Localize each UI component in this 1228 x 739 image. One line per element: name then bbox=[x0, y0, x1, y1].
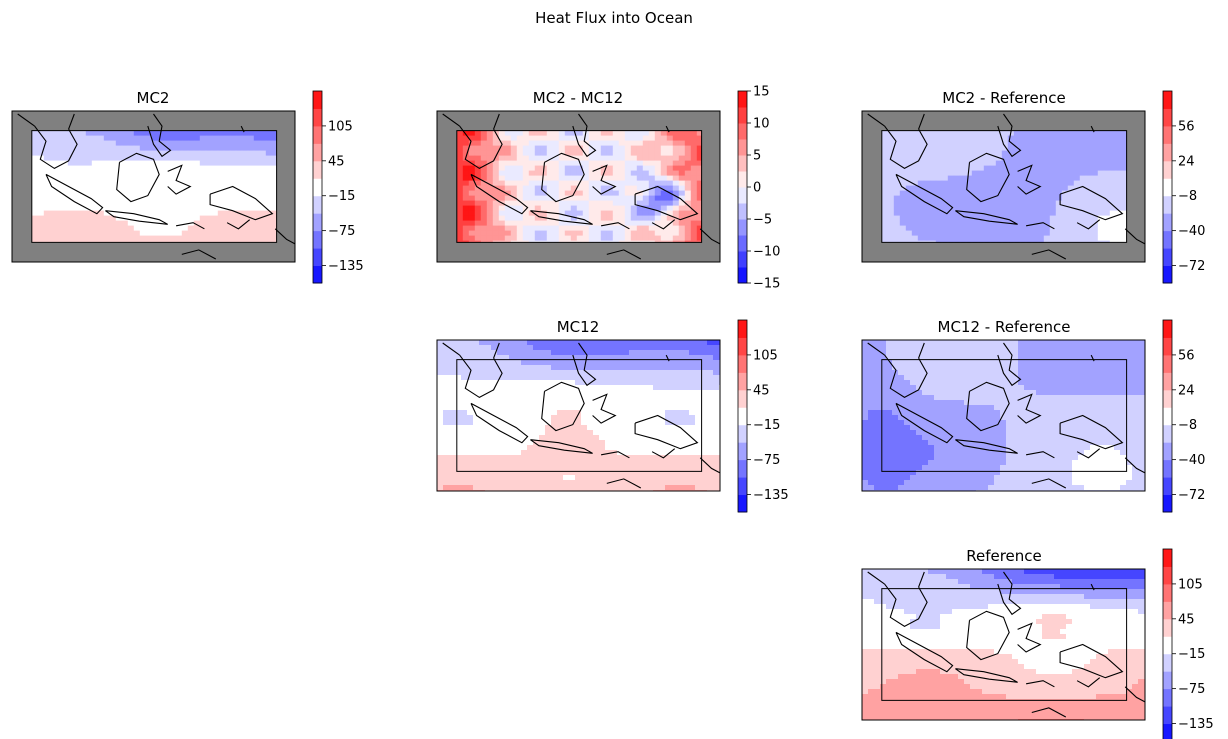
mc2-panel: MC2 105 45 −15 −75 −135 bbox=[11, 89, 364, 284]
mc2-colorbar-tick: −15 bbox=[328, 189, 355, 204]
reference-colorbar-tick: −75 bbox=[1178, 682, 1205, 697]
reference-colorbar-tick: −135 bbox=[1178, 717, 1214, 732]
mc12-reference-colorbar-tick: −72 bbox=[1178, 488, 1205, 503]
mc2-colorbar: 105 45 −15 −75 −135 bbox=[312, 90, 364, 284]
mc2-mc12-colorbar-tick: −10 bbox=[753, 245, 780, 260]
mc12-colorbar-tick: −135 bbox=[753, 488, 789, 503]
mc12-colorbar-tick: 45 bbox=[753, 383, 770, 398]
reference-title: Reference bbox=[966, 547, 1042, 565]
reference-map bbox=[862, 569, 1145, 720]
mc12-reference-map bbox=[862, 340, 1145, 491]
mc2-mc12-colorbar-tick: 10 bbox=[753, 117, 770, 132]
reference-colorbar: 105 45 −15 −75 −135 bbox=[1162, 548, 1214, 739]
mc2-reference-map bbox=[862, 111, 1145, 262]
reference-colorbar-tick: −15 bbox=[1178, 647, 1205, 662]
mc2-reference-colorbar-tick: 56 bbox=[1178, 119, 1195, 134]
reference-domain-box bbox=[881, 588, 1128, 701]
mc2-reference-domain-box bbox=[881, 130, 1128, 243]
mc12-colorbar-tick: 105 bbox=[753, 348, 778, 363]
mc2-mc12-colorbar-tick: 5 bbox=[753, 149, 761, 164]
mc12-reference-colorbar: 56 24 −8 −40 −72 bbox=[1162, 319, 1205, 513]
mc12-reference-colorbar-tick: −8 bbox=[1178, 418, 1197, 433]
mc2-colorbar-tick: −135 bbox=[328, 259, 364, 274]
mc12-colorbar-tick: −15 bbox=[753, 418, 780, 433]
mc2-domain-box bbox=[31, 130, 278, 243]
reference-colorbar-tick: 105 bbox=[1178, 577, 1203, 592]
mc2-mc12-panel: MC2 - MC12 15 10 5 0 −5 −10 −15 bbox=[436, 85, 780, 292]
mc2-reference-colorbar-tick: −72 bbox=[1178, 259, 1205, 274]
mc2-mc12-domain-box bbox=[456, 130, 703, 243]
mc2-reference-panel: MC2 - Reference 56 24 −8 −40 −72 bbox=[861, 89, 1205, 284]
mc2-reference-colorbar-tick: −8 bbox=[1178, 189, 1197, 204]
mc12-map bbox=[437, 340, 720, 491]
mc2-colorbar-tick: −75 bbox=[328, 224, 355, 239]
mc2-colorbar-tick: 105 bbox=[328, 119, 353, 134]
mc2-colorbar-tick: 45 bbox=[328, 154, 345, 169]
mc2-reference-colorbar-tick: −40 bbox=[1178, 224, 1205, 239]
mc12-colorbar-tick: −75 bbox=[753, 453, 780, 468]
mc2-mc12-title: MC2 - MC12 bbox=[533, 89, 623, 107]
mc12-panel: MC12 105 45 −15 −75 −135 bbox=[436, 318, 789, 513]
mc2-reference-colorbar: 56 24 −8 −40 −72 bbox=[1162, 90, 1205, 284]
mc2-mc12-colorbar-tick: 0 bbox=[753, 181, 761, 196]
mc12-reference-colorbar-tick: 24 bbox=[1178, 383, 1195, 398]
mc12-domain-box bbox=[456, 359, 703, 472]
mc2-mc12-colorbar-tick: 15 bbox=[753, 85, 770, 100]
mc12-reference-colorbar-tick: −40 bbox=[1178, 453, 1205, 468]
figure-title: Heat Flux into Ocean bbox=[535, 9, 693, 27]
mc2-reference-colorbar-tick: 24 bbox=[1178, 154, 1195, 169]
mc12-reference-colorbar-tick: 56 bbox=[1178, 348, 1195, 363]
mc2-mc12-colorbar: 15 10 5 0 −5 −10 −15 bbox=[737, 85, 780, 292]
mc2-mc12-colorbar-tick: −5 bbox=[753, 213, 772, 228]
mc12-reference-panel: MC12 - Reference 56 24 −8 −40 −72 bbox=[861, 318, 1205, 513]
reference-colorbar-tick: 45 bbox=[1178, 612, 1195, 627]
reference-panel: Reference 105 45 −15 −75 −135 bbox=[861, 547, 1214, 739]
mc12-title: MC12 bbox=[557, 318, 600, 336]
mc2-reference-title: MC2 - Reference bbox=[942, 89, 1065, 107]
mc12-reference-title: MC12 - Reference bbox=[938, 318, 1071, 336]
mc2-mc12-colorbar-tick: −15 bbox=[753, 277, 780, 292]
mc12-colorbar: 105 45 −15 −75 −135 bbox=[737, 319, 789, 513]
mc2-mc12-map bbox=[437, 111, 720, 262]
mc2-title: MC2 bbox=[137, 89, 170, 107]
mc2-map bbox=[12, 111, 295, 262]
mc12-reference-domain-box bbox=[881, 359, 1128, 472]
